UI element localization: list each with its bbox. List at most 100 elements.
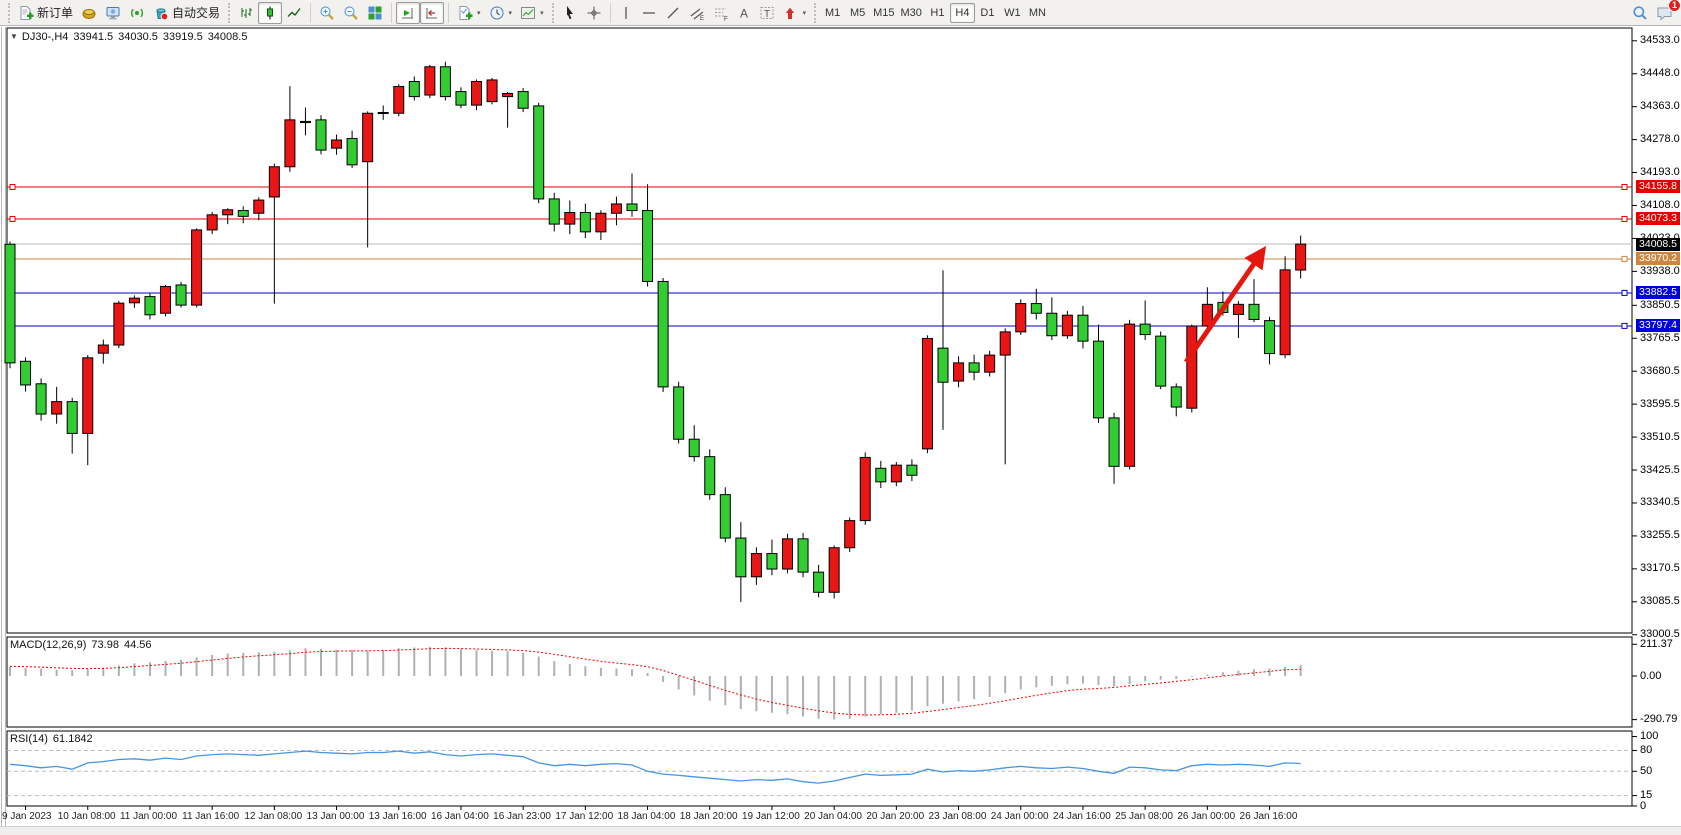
toolbar-grip — [8, 2, 10, 23]
level-price-badge: 33882.5 — [1636, 286, 1680, 300]
level-price-badge: 33797.4 — [1636, 319, 1680, 333]
time-tick-label: 20 Jan 20:00 — [866, 811, 925, 822]
price-tick-label: 33850.5 — [1640, 298, 1680, 311]
text-tool-button[interactable]: A — [733, 2, 755, 24]
time-tick-label: 18 Jan 04:00 — [617, 811, 676, 822]
timeframe-button-h1[interactable]: H1 — [925, 3, 950, 23]
rsi-tick-label: 100 — [1640, 730, 1659, 743]
price-tick-label: 33765.5 — [1640, 331, 1680, 344]
time-tick-label: 26 Jan 00:00 — [1177, 811, 1236, 822]
ohlc-low: 33919.5 — [162, 31, 203, 43]
timeframe-group: M1 M5 M15 M30 H1 H4 D1 W1 MN — [820, 2, 1050, 23]
time-tick-label: 16 Jan 04:00 — [430, 811, 489, 822]
rsi-tick-label: 50 — [1640, 764, 1653, 777]
status-bar — [0, 826, 1681, 835]
bar-chart-icon — [241, 7, 253, 18]
search-button[interactable] — [1628, 2, 1652, 24]
autotrading-button[interactable]: 自动交易 — [149, 2, 224, 24]
price-tick-label: 34448.0 — [1640, 67, 1680, 80]
ohlc-close: 34008.5 — [207, 31, 248, 43]
ohlc-high: 34030.5 — [118, 31, 158, 43]
new-order-label: 新订单 — [37, 6, 74, 20]
arrow-objects-icon — [785, 7, 794, 19]
time-tick-label: 11 Jan 00:00 — [119, 811, 178, 822]
chevron-down-icon: ▾ — [477, 9, 481, 17]
time-tick-label: 25 Jan 08:00 — [1115, 811, 1173, 822]
search-icon — [1633, 5, 1647, 20]
timeframe-button-m5[interactable]: M5 — [845, 3, 870, 23]
svg-text:E: E — [700, 16, 704, 21]
autotrading-icon — [156, 7, 169, 20]
chevron-down-icon: ▾ — [508, 9, 513, 17]
indicators-button[interactable]: ▾ — [453, 2, 485, 24]
macd-label: MACD(12,26,9) 73.98 44.56 — [10, 639, 151, 651]
notifications-button[interactable]: 1 — [1652, 0, 1681, 24]
timeframe-button-mn[interactable]: MN — [1025, 3, 1050, 23]
market-icon — [82, 8, 96, 19]
toolbar: 新订单 自动交易 ▾ ▾ — [0, 0, 1681, 26]
ohlc-open: 33941.5 — [73, 31, 114, 43]
text-label-icon: T — [760, 6, 774, 20]
cursor-button[interactable] — [558, 2, 582, 24]
signals-button[interactable] — [125, 2, 149, 24]
collapse-symbol-toggle[interactable]: ▼ — [10, 32, 18, 41]
hosting-button[interactable] — [101, 2, 125, 24]
periods-button[interactable]: ▾ — [485, 2, 517, 24]
arrows-tool-button[interactable]: ▾ — [779, 2, 811, 24]
symbol-ohlc-label: ▼ DJ30-,H4 33941.5 34030.5 33919.5 34008.5 — [10, 31, 247, 43]
toolbar-separator — [310, 2, 312, 23]
price-tick-label: 33255.5 — [1640, 529, 1680, 542]
market-button[interactable] — [77, 2, 101, 24]
crosshair-icon — [587, 6, 601, 19]
timeframe-button-w1[interactable]: W1 — [1000, 3, 1025, 23]
price-tick-label: 33425.5 — [1640, 463, 1680, 476]
label-tool-button[interactable]: T — [755, 2, 779, 24]
price-tick-label: 33170.5 — [1640, 562, 1680, 575]
templates-button[interactable]: ▾ — [516, 2, 548, 24]
zoom-out-icon — [344, 6, 358, 20]
timeframe-button-m15[interactable]: M15 — [870, 3, 897, 23]
time-tick-label: 13 Jan 00:00 — [306, 811, 365, 822]
chevron-down-icon: ▾ — [802, 9, 807, 17]
crosshair-button[interactable] — [582, 2, 606, 24]
price-tick-label: 33680.5 — [1640, 364, 1680, 377]
notification-count-badge: 1 — [1668, 0, 1681, 12]
cursor-icon — [566, 5, 573, 19]
auto-scroll-icon — [402, 7, 414, 18]
horizontal-line-tool-button[interactable] — [637, 2, 661, 24]
tile-windows-button[interactable] — [363, 2, 387, 24]
channel-tool-button[interactable]: E — [685, 2, 709, 24]
auto-scroll-button[interactable] — [396, 1, 421, 24]
svg-text:T: T — [764, 9, 770, 20]
chevron-down-icon: ▾ — [540, 9, 544, 17]
trend-arrow — [1183, 256, 1261, 364]
candlestick-chart-button[interactable] — [258, 1, 283, 24]
trendline-tool-button[interactable] — [661, 2, 685, 24]
fibonacci-tool-button[interactable]: F — [709, 2, 733, 24]
zoom-out-button[interactable] — [339, 2, 363, 24]
macd-value-main: 73.98 — [91, 639, 119, 651]
timeframe-button-m30[interactable]: M30 — [898, 3, 925, 23]
macd-name: MACD(12,26,9) — [10, 639, 87, 651]
bar-chart-button[interactable] — [234, 2, 258, 24]
zoom-in-button[interactable] — [315, 2, 339, 24]
new-order-button[interactable]: 新订单 — [14, 2, 77, 24]
time-tick-label: 23 Jan 08:00 — [928, 811, 987, 822]
tile-windows-icon — [368, 6, 382, 19]
timeframe-button-m1[interactable]: M1 — [820, 3, 845, 23]
timeframe-button-h4[interactable]: H4 — [949, 2, 975, 23]
indicators-icon — [459, 5, 473, 20]
new-order-icon — [20, 5, 34, 20]
fibonacci-icon: F — [714, 8, 728, 21]
rsi-tick-label: 15 — [1640, 789, 1653, 802]
line-chart-icon — [287, 7, 301, 17]
line-chart-button[interactable] — [282, 2, 306, 24]
symbol-name: DJ30-,H4 — [21, 31, 69, 43]
chart-shift-button[interactable] — [420, 1, 445, 24]
timeframe-button-d1[interactable]: D1 — [975, 3, 1000, 23]
hosting-icon — [106, 6, 120, 19]
price-tick-label: 34193.0 — [1640, 166, 1680, 179]
vertical-line-tool-button[interactable] — [615, 2, 637, 24]
